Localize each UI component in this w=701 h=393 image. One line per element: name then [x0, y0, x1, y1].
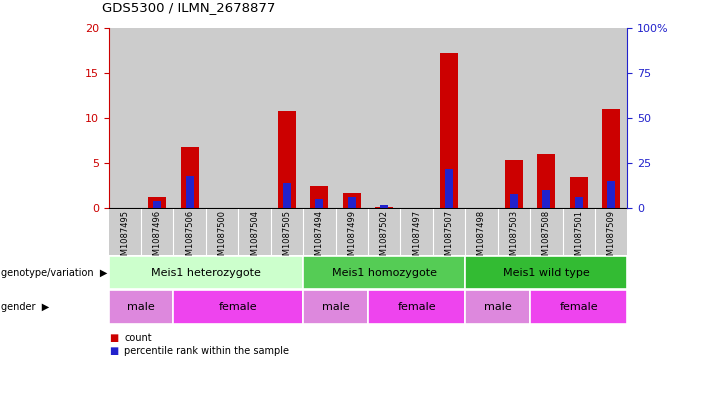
Bar [238, 209, 271, 255]
Bar [315, 199, 323, 208]
Text: GSM1087499: GSM1087499 [347, 210, 356, 266]
Text: GSM1087503: GSM1087503 [510, 210, 519, 266]
Bar [538, 154, 555, 208]
Bar [433, 209, 465, 255]
Bar [498, 209, 530, 255]
Text: count: count [124, 332, 151, 343]
Bar [174, 290, 303, 324]
Text: GSM1087501: GSM1087501 [574, 210, 583, 266]
Text: GSM1087508: GSM1087508 [542, 210, 551, 266]
Bar [465, 256, 627, 289]
Bar [278, 111, 296, 208]
Text: GSM1087502: GSM1087502 [380, 210, 389, 266]
Bar [343, 193, 361, 208]
Text: GSM1087495: GSM1087495 [121, 210, 130, 266]
Bar [154, 201, 161, 208]
Bar [174, 209, 206, 255]
Bar [303, 256, 465, 289]
Bar [109, 28, 141, 208]
Text: GSM1087497: GSM1087497 [412, 210, 421, 266]
Bar [181, 147, 198, 208]
Bar [109, 290, 174, 324]
Bar [465, 209, 498, 255]
Bar [607, 181, 615, 208]
Text: gender  ▶: gender ▶ [1, 302, 50, 312]
Bar [368, 290, 465, 324]
Text: GDS5300 / ILMN_2678877: GDS5300 / ILMN_2678877 [102, 1, 275, 14]
Bar [440, 53, 458, 208]
Bar [530, 290, 627, 324]
Text: female: female [397, 302, 436, 312]
Bar [336, 209, 368, 255]
Bar [543, 190, 550, 208]
Text: GSM1087494: GSM1087494 [315, 210, 324, 266]
Text: male: male [322, 302, 350, 312]
Bar [400, 209, 433, 255]
Text: Meis1 homozygote: Meis1 homozygote [332, 268, 437, 277]
Text: percentile rank within the sample: percentile rank within the sample [124, 346, 289, 356]
Bar [336, 28, 368, 208]
Text: male: male [484, 302, 512, 312]
Text: male: male [127, 302, 155, 312]
Bar [109, 209, 141, 255]
Bar [575, 197, 583, 208]
Bar [238, 28, 271, 208]
Text: Meis1 wild type: Meis1 wild type [503, 268, 590, 277]
Bar [505, 160, 523, 208]
Bar [348, 197, 356, 208]
Bar [174, 28, 206, 208]
Bar [303, 28, 336, 208]
Bar [570, 177, 587, 208]
Text: female: female [559, 302, 598, 312]
Bar [465, 290, 530, 324]
Text: ■: ■ [109, 332, 118, 343]
Bar [303, 209, 336, 255]
Bar [595, 209, 627, 255]
Text: GSM1087498: GSM1087498 [477, 210, 486, 266]
Text: GSM1087507: GSM1087507 [444, 210, 454, 266]
Bar [530, 209, 562, 255]
Bar [380, 205, 388, 208]
Text: GSM1087506: GSM1087506 [185, 210, 194, 266]
Bar [433, 28, 465, 208]
Bar [206, 28, 238, 208]
Text: genotype/variation  ▶: genotype/variation ▶ [1, 268, 108, 277]
Bar [368, 209, 400, 255]
Text: GSM1087496: GSM1087496 [153, 210, 162, 266]
Bar [400, 28, 433, 208]
Text: Meis1 heterozygote: Meis1 heterozygote [151, 268, 261, 277]
Bar [271, 28, 303, 208]
Bar [562, 28, 595, 208]
Text: female: female [219, 302, 258, 312]
Text: ■: ■ [109, 346, 118, 356]
Bar [141, 28, 174, 208]
Bar [510, 194, 518, 208]
Bar [602, 109, 620, 208]
Text: GSM1087500: GSM1087500 [217, 210, 226, 266]
Bar [206, 209, 238, 255]
Bar [271, 209, 303, 255]
Bar [311, 185, 328, 208]
Bar [368, 28, 400, 208]
Bar [186, 176, 193, 208]
Text: GSM1087505: GSM1087505 [283, 210, 292, 266]
Bar [465, 28, 498, 208]
Text: GSM1087509: GSM1087509 [606, 210, 615, 266]
Bar [141, 209, 174, 255]
Bar [445, 169, 453, 208]
Bar [109, 256, 303, 289]
Bar [562, 209, 595, 255]
Bar [530, 28, 562, 208]
Bar [498, 28, 530, 208]
Bar [303, 290, 368, 324]
Bar [283, 183, 291, 208]
Bar [149, 196, 166, 208]
Bar [595, 28, 627, 208]
Text: GSM1087504: GSM1087504 [250, 210, 259, 266]
